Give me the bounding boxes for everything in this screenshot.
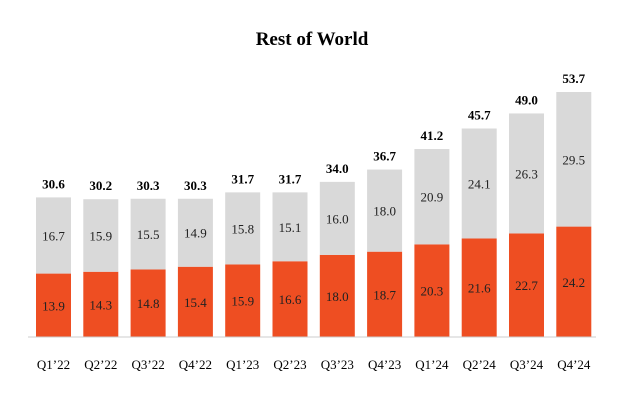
bar-segment-top bbox=[319, 181, 355, 255]
bars-group: 13.9 16.7 30.6 14.3 15.9 30.2 14.8 15.5 30.3 15.4… bbox=[36, 71, 592, 337]
bar-total-label: 30.3 bbox=[184, 178, 207, 193]
bar-segment-top bbox=[509, 113, 544, 234]
bar-segment-bottom bbox=[177, 266, 213, 337]
bottom-segment-label: 22.7 bbox=[515, 278, 538, 293]
bar-segment-bottom bbox=[556, 226, 592, 337]
bottom-segment-label: 13.9 bbox=[42, 298, 65, 313]
bar-segment-top bbox=[225, 192, 261, 265]
bar-segment-top bbox=[272, 192, 308, 262]
x-tick-label: Q3’24 bbox=[510, 357, 544, 372]
x-tick-label: Q2’22 bbox=[84, 357, 117, 372]
top-segment-label: 26.3 bbox=[515, 166, 538, 181]
bar-segment-bottom bbox=[509, 233, 544, 337]
bar-total-label: 41.2 bbox=[421, 128, 444, 143]
chart-title: Rest of World bbox=[256, 29, 369, 50]
bottom-segment-label: 24.2 bbox=[562, 275, 585, 290]
bottom-segment-label: 21.6 bbox=[468, 281, 491, 296]
x-tick-label: Q2’24 bbox=[463, 357, 497, 372]
bar-total-label: 53.7 bbox=[562, 71, 585, 86]
top-segment-label: 20.9 bbox=[421, 190, 444, 205]
bottom-segment-label: 16.6 bbox=[279, 292, 302, 307]
bar-segment-bottom bbox=[225, 264, 261, 337]
bottom-segment-label: 15.4 bbox=[184, 295, 207, 310]
x-tick-label: Q1’24 bbox=[415, 357, 449, 372]
bar-segment-top bbox=[36, 197, 71, 274]
top-segment-label: 15.8 bbox=[231, 221, 254, 236]
bar-segment-top bbox=[367, 169, 403, 252]
x-tick-label: Q4’24 bbox=[557, 357, 591, 372]
top-segment-label: 16.0 bbox=[326, 211, 349, 226]
x-tick-label: Q1’23 bbox=[226, 357, 259, 372]
bar-total-label: 30.3 bbox=[137, 178, 160, 193]
x-tick-label: Q1’22 bbox=[37, 357, 70, 372]
top-segment-label: 16.7 bbox=[42, 228, 65, 243]
bar-segment-bottom bbox=[367, 251, 403, 337]
bottom-segment-label: 20.3 bbox=[421, 284, 444, 299]
bar-segment-top bbox=[83, 199, 119, 272]
bottom-segment-label: 14.8 bbox=[137, 296, 160, 311]
x-tick-label: Q3’22 bbox=[131, 357, 164, 372]
bottom-segment-label: 18.0 bbox=[326, 289, 349, 304]
bar-total-label: 34.0 bbox=[326, 161, 349, 176]
bar-total-label: 30.6 bbox=[42, 176, 65, 191]
bar-segment-top bbox=[556, 92, 592, 227]
bottom-segment-label: 14.3 bbox=[89, 297, 112, 312]
top-segment-label: 29.5 bbox=[562, 152, 585, 167]
x-tick-label: Q2’23 bbox=[273, 357, 306, 372]
x-axis-ticks: Q1’22 Q2’22 Q3’22 Q4’22 Q1’23 Q2’23 Q3’23 Q4’23… bbox=[37, 357, 591, 372]
top-segment-label: 15.1 bbox=[279, 220, 302, 235]
x-tick-label: Q3’23 bbox=[321, 357, 354, 372]
bottom-segment-label: 15.9 bbox=[231, 294, 254, 309]
bar-segment-top bbox=[130, 198, 166, 270]
bar-total-label: 31.7 bbox=[279, 171, 302, 186]
bar-segment-bottom bbox=[130, 269, 166, 337]
top-segment-label: 15.9 bbox=[89, 228, 112, 243]
bottom-segment-label: 18.7 bbox=[373, 287, 396, 302]
bar-segment-bottom bbox=[272, 261, 308, 337]
bar-total-label: 45.7 bbox=[468, 107, 491, 122]
bar-segment-bottom bbox=[414, 244, 450, 337]
top-segment-label: 15.5 bbox=[137, 227, 160, 242]
bar-segment-top bbox=[461, 128, 497, 239]
bar-segment-bottom bbox=[319, 254, 355, 337]
top-segment-label: 14.9 bbox=[184, 226, 207, 241]
bar-total-label: 31.7 bbox=[231, 171, 254, 186]
x-tick-label: Q4’23 bbox=[368, 357, 401, 372]
top-segment-label: 18.0 bbox=[373, 204, 396, 219]
bar-segment-bottom bbox=[83, 271, 119, 337]
bar-total-label: 49.0 bbox=[515, 92, 538, 107]
bar-total-label: 30.2 bbox=[89, 178, 112, 193]
bar-segment-bottom bbox=[461, 238, 497, 337]
x-tick-label: Q4’22 bbox=[179, 357, 212, 372]
bar-total-label: 36.7 bbox=[373, 149, 396, 164]
bar-segment-top bbox=[414, 149, 450, 245]
top-segment-label: 24.1 bbox=[468, 176, 491, 191]
bar-segment-bottom bbox=[36, 273, 71, 337]
bar-segment-top bbox=[177, 198, 213, 267]
